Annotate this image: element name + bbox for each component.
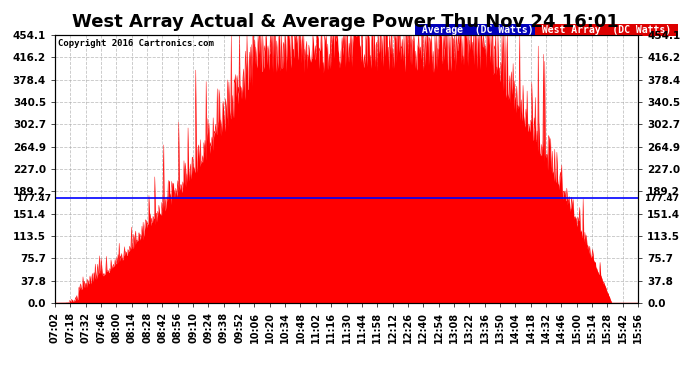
Text: 177.47: 177.47: [644, 194, 679, 203]
Text: West Array Actual & Average Power Thu Nov 24 16:01: West Array Actual & Average Power Thu No…: [72, 13, 618, 31]
Text: West Array  (DC Watts): West Array (DC Watts): [536, 25, 677, 35]
Text: Average  (DC Watts): Average (DC Watts): [417, 25, 540, 35]
Text: Copyright 2016 Cartronics.com: Copyright 2016 Cartronics.com: [59, 39, 215, 48]
Text: 177.47: 177.47: [16, 194, 51, 203]
